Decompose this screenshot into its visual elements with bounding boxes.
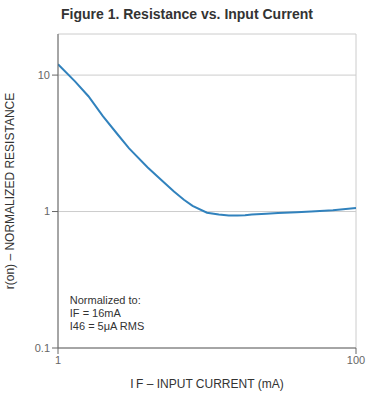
svg-text:I F – INPUT CURRENT (mA): I F – INPUT CURRENT (mA) [130, 377, 283, 391]
svg-text:Normalized to:IF = 16mAI46 = 5: Normalized to:IF = 16mAI46 = 5μA RMS [70, 294, 145, 332]
svg-text:1: 1 [55, 354, 61, 366]
svg-text:10: 10 [38, 69, 50, 81]
svg-text:0.1: 0.1 [35, 342, 50, 354]
svg-text:1: 1 [44, 205, 50, 217]
svg-text:r(on) – NORMALIZED RESISTANCE: r(on) – NORMALIZED RESISTANCE [8, 93, 17, 289]
svg-text:100: 100 [347, 354, 365, 366]
html-text:Figure 1. Resistance vs. Input: Figure 1. Resistance vs. Input Current [61, 6, 313, 22]
